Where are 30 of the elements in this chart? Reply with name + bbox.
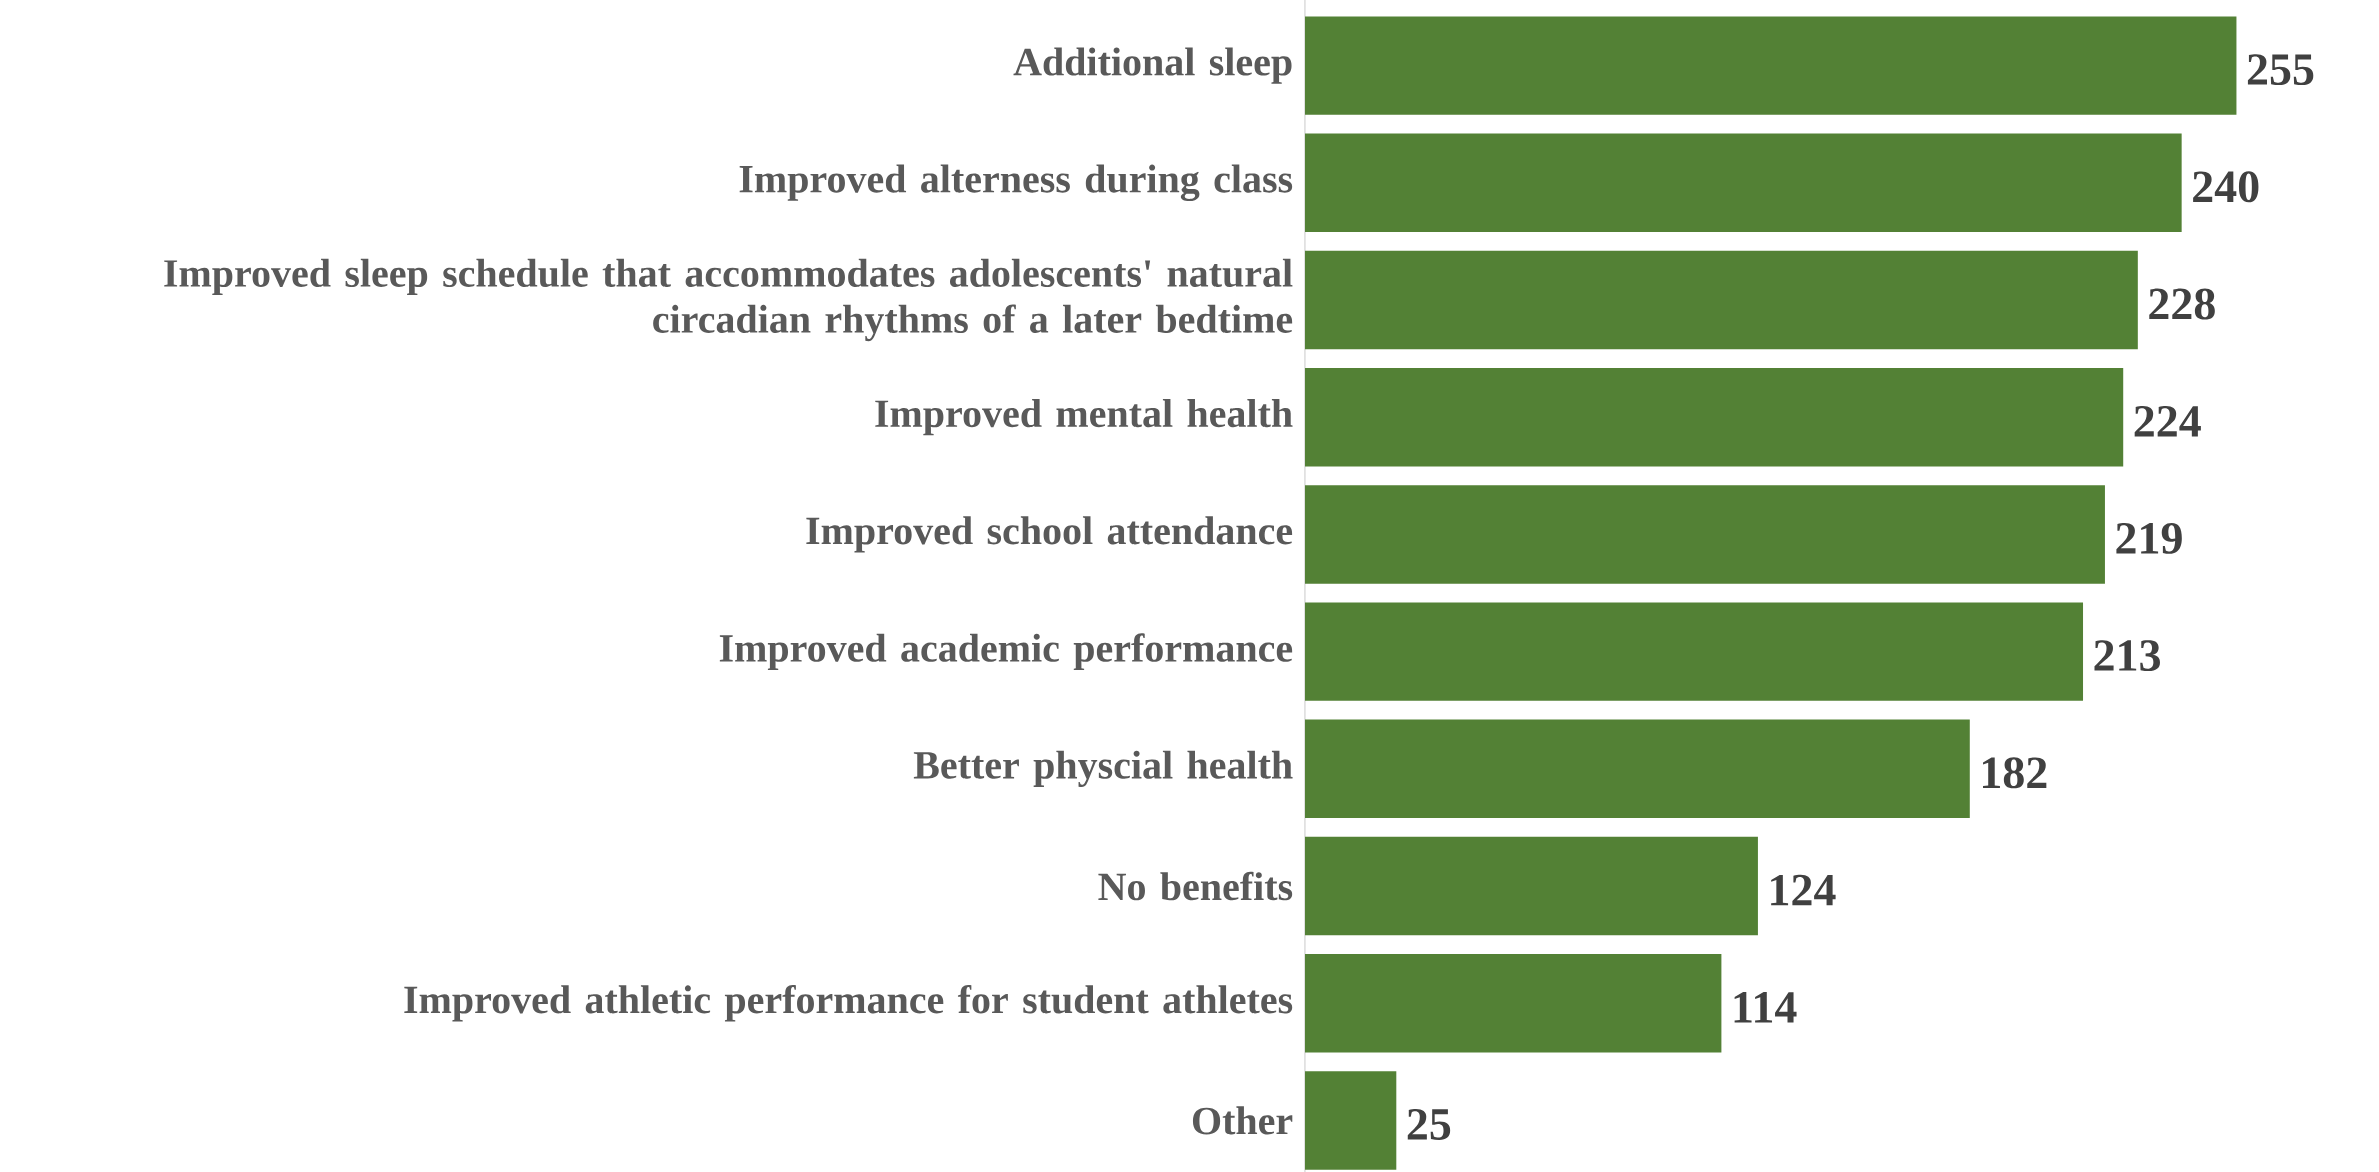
bar [1304, 16, 2237, 115]
data-label: 219 [2116, 522, 2182, 554]
data-label: 228 [2149, 288, 2215, 320]
y-tick-label: Other [1192, 1106, 1293, 1135]
bar [1304, 485, 2105, 584]
data-label: 25 [1407, 1108, 1451, 1140]
bar [1304, 1071, 1397, 1170]
y-tick-label: Improved alterness during class [739, 164, 1293, 202]
y-tick-label: Improved school attendance [806, 516, 1293, 553]
y-tick-label: No benefits [1098, 871, 1293, 901]
bar [1304, 133, 2182, 233]
y-tick-label: Better physcial health [913, 750, 1293, 788]
bar [1304, 367, 2124, 467]
data-label: 124 [1771, 874, 1836, 906]
bar [1304, 602, 2084, 701]
data-label: 240 [2193, 171, 2259, 203]
data-label: 224 [2134, 405, 2201, 437]
bar [1304, 250, 2138, 350]
data-label: 255 [2247, 54, 2314, 86]
bar [1304, 954, 1722, 1053]
y-tick-label: Additional sleep [1013, 47, 1292, 84]
y-tick-label: Improved mental health [875, 399, 1293, 436]
y-tick-label: Improved academic performance [719, 633, 1293, 670]
y-tick-label: Improved sleep schedule that accommodates adolescents' natural circadian rhythms of a later bedtime [164, 258, 1293, 342]
y-tick-label: Improved athletic performance for student athletes [404, 984, 1293, 1022]
bar [1304, 836, 1758, 936]
data-label: 213 [2094, 640, 2160, 672]
bar [1304, 719, 1970, 819]
data-label: 114 [1734, 992, 1797, 1023]
data-label: 182 [1983, 757, 2047, 789]
